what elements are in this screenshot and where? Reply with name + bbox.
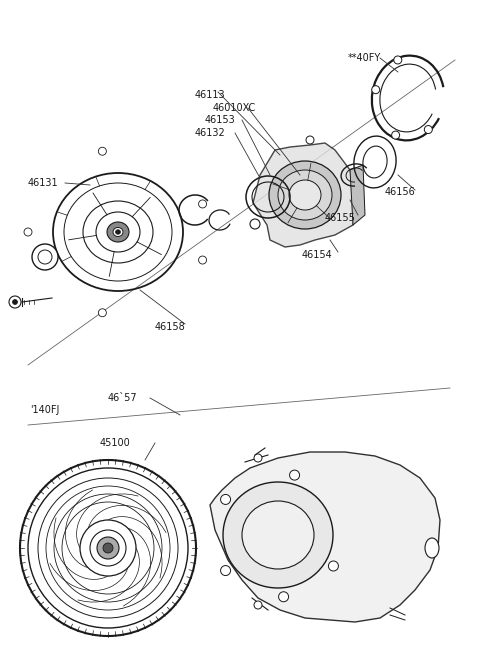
- Text: 46132: 46132: [195, 128, 226, 138]
- Circle shape: [254, 601, 262, 609]
- Circle shape: [80, 520, 136, 576]
- Circle shape: [24, 228, 32, 236]
- Circle shape: [9, 296, 21, 308]
- Circle shape: [372, 85, 380, 94]
- Circle shape: [250, 219, 260, 229]
- Text: 46155: 46155: [325, 213, 356, 223]
- Text: '140FJ: '140FJ: [30, 405, 60, 415]
- Polygon shape: [210, 452, 440, 622]
- Circle shape: [199, 200, 206, 208]
- Ellipse shape: [425, 538, 439, 558]
- Circle shape: [254, 454, 262, 462]
- Circle shape: [32, 244, 58, 270]
- Circle shape: [12, 300, 17, 304]
- Circle shape: [392, 131, 400, 139]
- Circle shape: [289, 470, 300, 480]
- Circle shape: [38, 250, 52, 264]
- Text: 46113: 46113: [195, 90, 226, 100]
- Ellipse shape: [116, 230, 120, 235]
- Ellipse shape: [113, 227, 123, 237]
- Text: 46131: 46131: [28, 178, 59, 188]
- Ellipse shape: [223, 482, 333, 588]
- Circle shape: [221, 495, 230, 505]
- Circle shape: [221, 566, 230, 576]
- Text: 46`57: 46`57: [108, 393, 138, 403]
- Circle shape: [98, 147, 107, 155]
- Circle shape: [20, 460, 196, 636]
- Text: 46010XC: 46010XC: [213, 103, 256, 113]
- Ellipse shape: [289, 180, 321, 210]
- Ellipse shape: [242, 501, 314, 569]
- Circle shape: [328, 561, 338, 571]
- Ellipse shape: [278, 170, 332, 220]
- Circle shape: [90, 530, 126, 566]
- Circle shape: [424, 125, 432, 133]
- Circle shape: [394, 56, 402, 64]
- Circle shape: [103, 543, 113, 553]
- Ellipse shape: [107, 222, 129, 242]
- Polygon shape: [350, 165, 365, 225]
- Text: 46158: 46158: [155, 322, 186, 332]
- Ellipse shape: [269, 161, 341, 229]
- Text: 46156: 46156: [385, 187, 416, 197]
- Polygon shape: [253, 143, 357, 247]
- Text: 46154: 46154: [302, 250, 333, 260]
- Text: 45100: 45100: [100, 438, 131, 448]
- Circle shape: [199, 256, 206, 264]
- Circle shape: [98, 309, 107, 317]
- Text: 46153: 46153: [205, 115, 236, 125]
- Circle shape: [278, 592, 288, 602]
- Circle shape: [306, 136, 314, 144]
- Text: **40FY: **40FY: [348, 53, 381, 63]
- Circle shape: [97, 537, 119, 559]
- Circle shape: [28, 468, 188, 628]
